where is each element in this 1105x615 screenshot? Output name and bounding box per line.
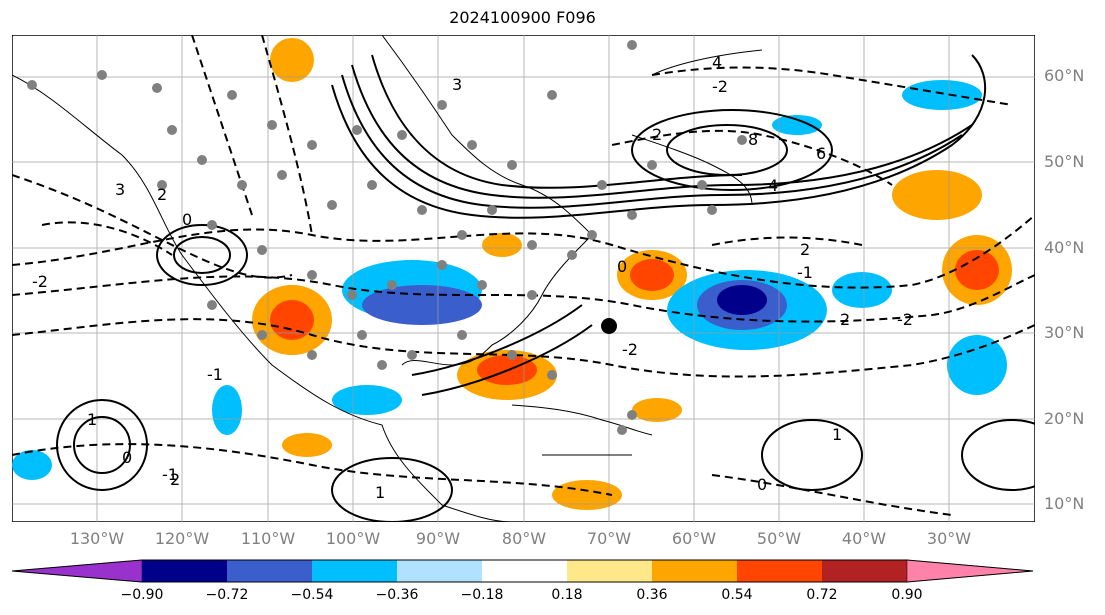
- contour-label: -1: [797, 263, 813, 282]
- contour-label: 1: [87, 410, 97, 429]
- contour-label: 3: [452, 75, 462, 94]
- contour-label: -2: [897, 310, 913, 329]
- lon-label: 130°W: [62, 529, 132, 548]
- lon-label: 90°W: [403, 529, 473, 548]
- contour-label: 2: [652, 125, 662, 144]
- colorbar-segment: [12, 560, 142, 582]
- weather-map: 4 -2 3 2 8 6 4 2 -1 -2 0 -2 3 2 -2 1 -1 …: [12, 35, 1035, 522]
- lon-label: 40°W: [829, 529, 899, 548]
- contour-label: 0: [617, 257, 627, 276]
- colorbar: [0, 558, 1045, 584]
- colorbar-segment: [567, 560, 652, 582]
- lat-label: 30°N: [1044, 323, 1084, 342]
- lon-label: 30°W: [914, 529, 984, 548]
- contour-label: 3: [115, 180, 125, 199]
- lon-label: 120°W: [147, 529, 217, 548]
- contour-label: 2: [800, 240, 810, 259]
- lon-label: 110°W: [233, 529, 303, 548]
- colorbar-segment: [142, 560, 227, 582]
- lon-label: 80°W: [489, 529, 559, 548]
- contour-label: 0: [122, 448, 132, 467]
- contour-label: -2: [32, 272, 48, 291]
- colorbar-tick-label: −0.18: [452, 587, 512, 603]
- colorbar-segment: [227, 560, 312, 582]
- colorbar-segment: [907, 560, 1033, 582]
- lat-label: 50°N: [1044, 152, 1084, 171]
- contour-label: -2: [712, 77, 728, 96]
- lon-label: 70°W: [574, 529, 644, 548]
- colorbar-tick-label: 0.54: [707, 587, 767, 603]
- contour-label: 1: [832, 425, 842, 444]
- contour-label: 8: [748, 130, 758, 149]
- colorbar-segment: [737, 560, 822, 582]
- colorbar-segment: [822, 560, 907, 582]
- colorbar-tick-label: 0.72: [792, 587, 852, 603]
- lon-label: 50°W: [744, 529, 814, 548]
- contour-label: 6: [816, 144, 826, 163]
- contour-label: -2: [622, 340, 638, 359]
- colorbar-tick-label: 0.36: [622, 587, 682, 603]
- colorbar-tick-label: −0.90: [112, 587, 172, 603]
- plot-title: 2024100900 F096: [0, 8, 1045, 27]
- colorbar-tick-label: 0.90: [877, 587, 937, 603]
- contour-label: 2: [840, 310, 850, 329]
- contour-label: -1: [207, 365, 223, 384]
- lon-label: 60°W: [659, 529, 729, 548]
- lat-label: 60°N: [1044, 66, 1084, 85]
- colorbar-segment: [397, 560, 482, 582]
- contour-label: -1: [162, 465, 178, 484]
- colorbar-segment: [652, 560, 737, 582]
- contour-label: 4: [768, 176, 778, 195]
- colorbar-tick-label: −0.72: [197, 587, 257, 603]
- contour-label: 0: [182, 210, 192, 229]
- lat-label: 20°N: [1044, 409, 1084, 428]
- contour-label: 4: [712, 53, 722, 72]
- colorbar-tick-label: −0.36: [367, 587, 427, 603]
- lon-label: 100°W: [318, 529, 388, 548]
- lat-label: 40°N: [1044, 238, 1084, 257]
- contour-label: 2: [157, 185, 167, 204]
- lat-label: 10°N: [1044, 494, 1084, 513]
- contour-label: 0: [757, 475, 767, 494]
- colorbar-tick-label: 0.18: [537, 587, 597, 603]
- colorbar-segment: [482, 560, 567, 582]
- contour-label: 1: [375, 483, 385, 502]
- center-marker: [601, 318, 617, 334]
- colorbar-tick-label: −0.54: [282, 587, 342, 603]
- colorbar-segment: [312, 560, 397, 582]
